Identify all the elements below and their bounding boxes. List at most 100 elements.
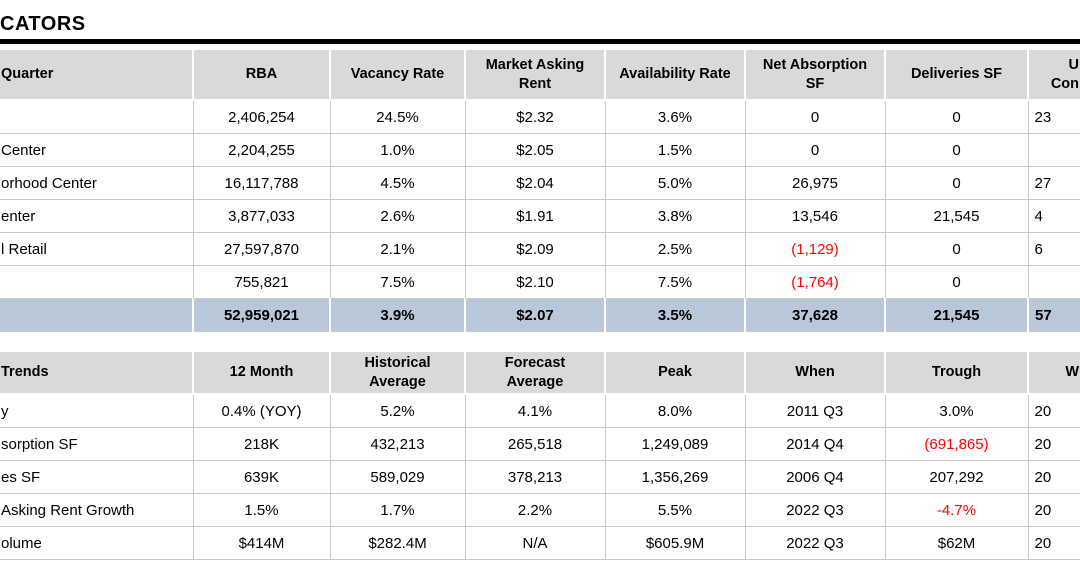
value-cell: 5.0%: [604, 166, 746, 200]
value-cell: [1027, 265, 1080, 299]
value-cell: 0.4% (YOY): [192, 393, 331, 428]
column-header: Forecast Average: [464, 350, 606, 395]
column-header: Vacancy Rate: [329, 48, 466, 101]
value-cell: 8.0%: [604, 393, 746, 428]
value-cell: 2,406,254: [192, 99, 331, 134]
table-row: sorption SF 218K 432,213 265,518 1,249,089 20…: [0, 427, 1080, 461]
key-indicators-body: 2,406,254 24.5% $2.32 3.6% 0 0 23 Center 2,204,2…: [0, 99, 1080, 332]
row-label-cell: l Retail: [0, 232, 194, 266]
value-cell: $2.04: [464, 166, 606, 200]
value-cell: 37,628: [744, 298, 886, 332]
value-cell: 20: [1027, 493, 1080, 527]
value-cell: 21,545: [884, 298, 1029, 332]
row-label-cell: Asking Rent Growth: [0, 493, 194, 527]
value-cell: 26,975: [744, 166, 886, 200]
column-header: Availability Rate: [604, 48, 746, 101]
value-cell: 27,597,870: [192, 232, 331, 266]
table-row: 2,406,254 24.5% $2.32 3.6% 0 0 23: [0, 99, 1080, 134]
value-cell: $2.32: [464, 99, 606, 134]
row-label-cell: Center: [0, 133, 194, 167]
value-cell: $2.05: [464, 133, 606, 167]
value-cell: 5.5%: [604, 493, 746, 527]
value-cell: 207,292: [884, 460, 1029, 494]
column-header: Quarter: [0, 48, 194, 101]
value-cell: $282.4M: [329, 526, 466, 560]
value-cell: $62M: [884, 526, 1029, 560]
value-cell: 0: [884, 232, 1029, 266]
value-cell: 20: [1027, 460, 1080, 494]
value-cell: 5.2%: [329, 393, 466, 428]
value-cell: 0: [884, 99, 1029, 134]
value-cell: (691,865): [884, 427, 1029, 461]
table-row: 755,821 7.5% $2.10 7.5% (1,764) 0: [0, 265, 1080, 299]
value-cell: 3.0%: [884, 393, 1029, 428]
key-indicators-header: Quarter RBA Vacancy Rate Market Asking Rent…: [0, 48, 1080, 101]
value-cell: $605.9M: [604, 526, 746, 560]
value-cell: -4.7%: [884, 493, 1029, 527]
column-header: Net Absorption SF: [744, 48, 886, 101]
value-cell: 2.2%: [464, 493, 606, 527]
column-header: Peak: [604, 350, 746, 395]
value-cell: 4.1%: [464, 393, 606, 428]
row-label-cell: [0, 99, 194, 134]
value-cell: 20: [1027, 393, 1080, 428]
value-cell: 1.5%: [192, 493, 331, 527]
value-cell: 0: [884, 265, 1029, 299]
value-cell: 0: [884, 166, 1029, 200]
column-header: Deliveries SF: [884, 48, 1029, 101]
value-cell: 4.5%: [329, 166, 466, 200]
value-cell: 378,213: [464, 460, 606, 494]
value-cell: 0: [744, 99, 886, 134]
value-cell: 13,546: [744, 199, 886, 233]
value-cell: 1.0%: [329, 133, 466, 167]
value-cell: 20: [1027, 427, 1080, 461]
table-row: orhood Center 16,117,788 4.5% $2.04 5.0% 26,9…: [0, 166, 1080, 200]
value-cell: 432,213: [329, 427, 466, 461]
page-title: CATORS: [0, 13, 86, 35]
row-label-cell: y: [0, 393, 194, 428]
value-cell: [1027, 133, 1080, 167]
table-row: l Retail 27,597,870 2.1% $2.09 2.5% (1,129) 0 6: [0, 232, 1080, 266]
row-label-cell: olume: [0, 526, 194, 560]
table-row: y 0.4% (YOY) 5.2% 4.1% 8.0% 2011 Q3 3.0% 20: [0, 393, 1080, 428]
value-cell: 7.5%: [329, 265, 466, 299]
value-cell: 2.1%: [329, 232, 466, 266]
column-header: Trends: [0, 350, 194, 395]
table-row: Center 2,204,255 1.0% $2.05 1.5% 0 0: [0, 133, 1080, 167]
row-label-cell: enter: [0, 199, 194, 233]
value-cell: 27: [1027, 166, 1080, 200]
column-header: Trough: [884, 350, 1029, 395]
table-row: Asking Rent Growth 1.5% 1.7% 2.2% 5.5% 2022 Q…: [0, 493, 1080, 527]
value-cell: 20: [1027, 526, 1080, 560]
value-cell: 1.5%: [604, 133, 746, 167]
row-label-cell: [0, 265, 194, 299]
value-cell: 2014 Q4: [744, 427, 886, 461]
total-row: 52,959,021 3.9% $2.07 3.5% 37,628 21,545 57: [0, 298, 1080, 332]
value-cell: 2.6%: [329, 199, 466, 233]
value-cell: 2.5%: [604, 232, 746, 266]
header-row: Quarter RBA Vacancy Rate Market Asking Rent…: [0, 48, 1080, 101]
value-cell: 1,249,089: [604, 427, 746, 461]
value-cell: 16,117,788: [192, 166, 331, 200]
value-cell: 2011 Q3: [744, 393, 886, 428]
value-cell: 4: [1027, 199, 1080, 233]
historical-trends-body: y 0.4% (YOY) 5.2% 4.1% 8.0% 2011 Q3 3.0% 20 sorp…: [0, 393, 1080, 560]
value-cell: 24.5%: [329, 99, 466, 134]
table-row: enter 3,877,033 2.6% $1.91 3.8% 13,546 21,545 4: [0, 199, 1080, 233]
value-cell: 3.8%: [604, 199, 746, 233]
value-cell: 1,356,269: [604, 460, 746, 494]
value-cell: 7.5%: [604, 265, 746, 299]
header-row: Trends 12 Month Historical Average Forecast…: [0, 350, 1080, 395]
value-cell: 3.5%: [604, 298, 746, 332]
value-cell: (1,764): [744, 265, 886, 299]
column-header: Market Asking Rent: [464, 48, 606, 101]
table-row: es SF 639K 589,029 378,213 1,356,269 2006 Q4 2…: [0, 460, 1080, 494]
value-cell: 3.9%: [329, 298, 466, 332]
value-cell: (1,129): [744, 232, 886, 266]
value-cell: $2.07: [464, 298, 606, 332]
key-indicators-table: Quarter RBA Vacancy Rate Market Asking Rent…: [0, 48, 1080, 332]
value-cell: $2.09: [464, 232, 606, 266]
value-cell: N/A: [464, 526, 606, 560]
value-cell: 1.7%: [329, 493, 466, 527]
